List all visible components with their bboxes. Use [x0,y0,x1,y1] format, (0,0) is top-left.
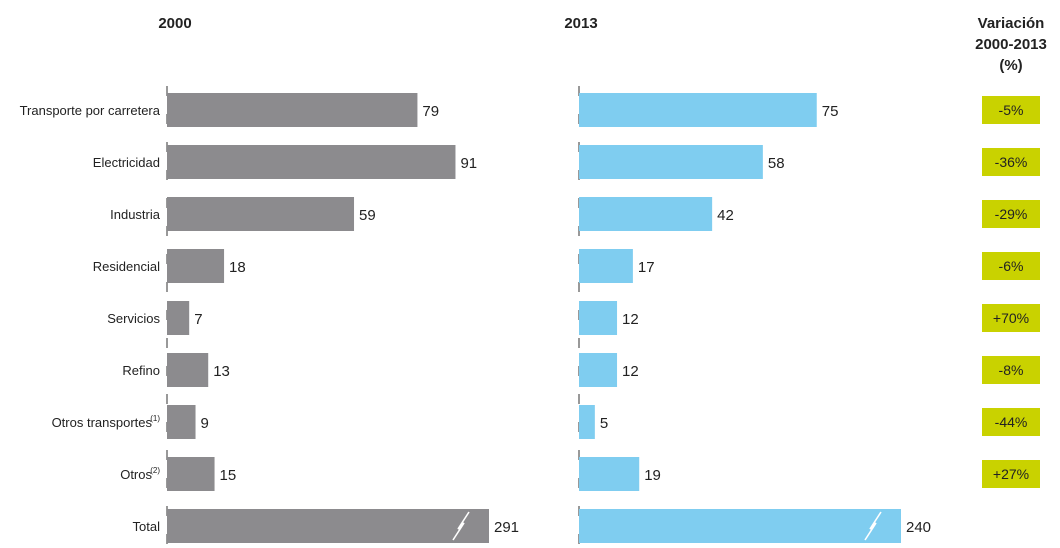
bar-2013-residencial [579,249,633,283]
bar-2013-industria [579,197,713,231]
value-label-2013-residencial: 17 [638,259,655,276]
category-label-total: Total [133,519,161,534]
variation-header-line1: Variación [978,15,1045,32]
bar-2000-industria [167,197,355,231]
bar-2000-electricidad [167,145,456,179]
category-label-transporte-por-carretera: Transporte por carretera [20,103,161,118]
variation-header-line3: (%) [999,57,1022,74]
value-label-2000-servicios: 7 [194,311,202,328]
panel-title-2013: 2013 [564,15,597,32]
variation-box-transporte-por-carretera [982,96,1040,124]
category-label-industria: Industria [110,207,161,222]
bar-2000-refino [167,353,209,387]
value-label-2013-total: 240 [906,519,931,536]
value-label-2013-electricidad: 58 [768,155,785,172]
variation-box-electricidad [982,148,1040,176]
bar-2000-total [167,509,489,543]
bar-2000-residencial [167,249,225,283]
axis-break-icon-2000 [452,511,470,541]
bar-2013-otros-transportes [579,405,595,439]
value-label-2013-otros: 19 [644,467,661,484]
value-label-2013-industria: 42 [717,207,734,224]
bar-2013-total [579,509,901,543]
bar-2013-electricidad [579,145,763,179]
variation-label-otros-transportes: -44% [995,414,1028,430]
bar-2013-servicios [579,301,618,335]
category-label-otros: Otros [120,467,152,482]
variation-label-otros: +27% [993,466,1029,482]
variation-label-transporte-por-carretera: -5% [999,102,1024,118]
bar-2000-servicios [167,301,190,335]
variation-box-industria [982,200,1040,228]
category-label-electricidad: Electricidad [93,155,160,170]
value-label-2000-total: 291 [494,519,519,536]
value-label-2000-residencial: 18 [229,259,246,276]
category-superscript-otros: (2) [150,466,160,475]
axis-break-icon-2013 [864,511,882,541]
bar-2013-transporte-por-carretera [579,93,817,127]
variation-box-otros-transportes [982,408,1040,436]
variation-header-line2: 2000-2013 [975,36,1047,53]
variation-label-electricidad: -36% [995,154,1028,170]
variation-label-industria: -29% [995,206,1028,222]
value-label-2000-electricidad: 91 [460,155,477,172]
bar-2013-otros [579,457,640,491]
category-superscript-otros-transportes: (1) [150,414,160,423]
variation-box-residencial [982,252,1040,280]
category-label-refino: Refino [122,363,160,378]
bar-2000-transporte-por-carretera [167,93,418,127]
category-label-otros-transportes: Otros transportes [52,415,153,430]
panel-title-2000: 2000 [158,15,191,32]
variation-label-servicios: +70% [993,310,1029,326]
variation-box-refino [982,356,1040,384]
value-label-2000-otros-transportes: 9 [201,415,209,432]
value-label-2000-refino: 13 [213,363,230,380]
category-label-residencial: Residencial [93,259,160,274]
variation-label-residencial: -6% [999,258,1024,274]
variation-box-otros [982,460,1040,488]
bar-2013-refino [579,353,618,387]
value-label-2013-otros-transportes: 5 [600,415,608,432]
value-label-2013-refino: 12 [622,363,639,380]
bar-2000-otros [167,457,215,491]
bar-2000-otros-transportes [167,405,196,439]
category-label-servicios: Servicios [107,311,160,326]
value-label-2000-transporte-por-carretera: 79 [422,103,439,120]
value-label-2000-otros: 15 [220,467,237,484]
value-label-2013-transporte-por-carretera: 75 [822,103,839,120]
variation-label-refino: -8% [999,362,1024,378]
variation-box-servicios [982,304,1040,332]
value-label-2013-servicios: 12 [622,311,639,328]
value-label-2000-industria: 59 [359,207,376,224]
